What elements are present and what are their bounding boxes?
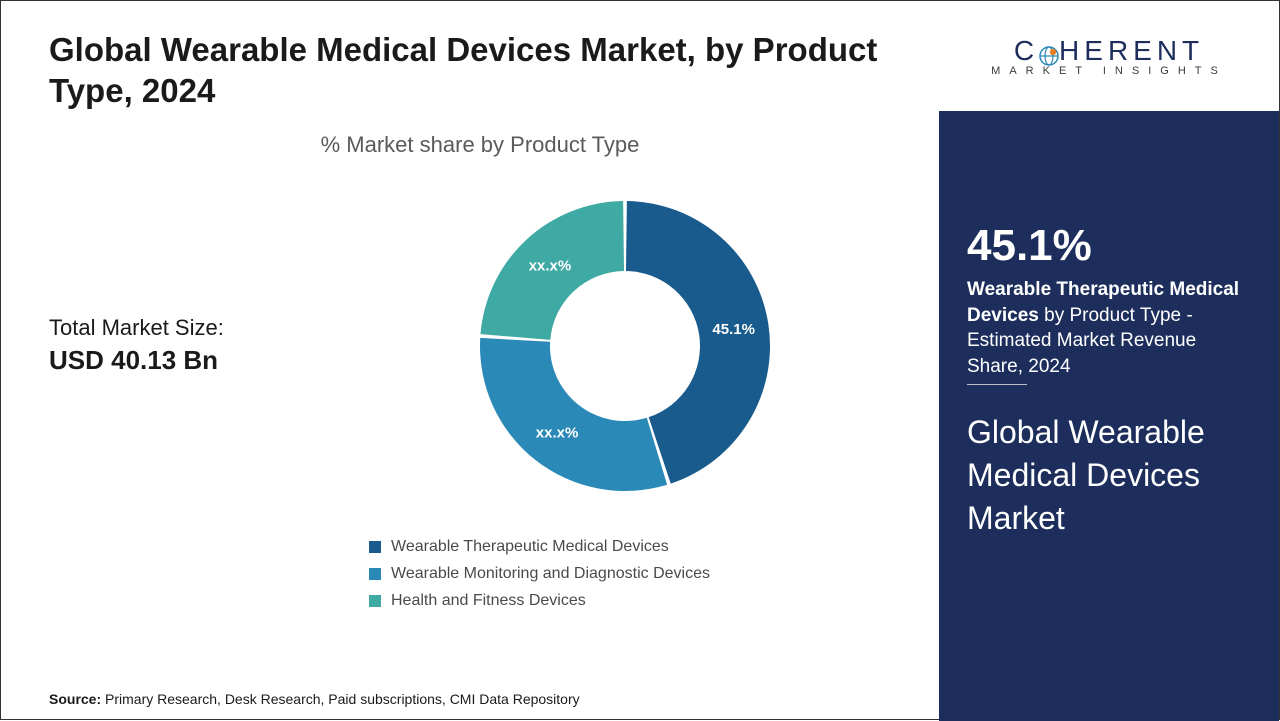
brand-logo: C HERENT MARKET INSIGHTS: [991, 35, 1227, 77]
source-prefix: Source:: [49, 691, 101, 707]
legend-label: Health and Fitness Devices: [391, 592, 586, 610]
legend-item: Health and Fitness Devices: [369, 592, 911, 610]
chart-subtitle: % Market share by Product Type: [49, 132, 911, 158]
right-column: C HERENT MARKET INSIGHTS 45.1% Wearable T…: [939, 1, 1279, 721]
market-size-value: USD 40.13 Bn: [49, 345, 329, 376]
chart-row: Total Market Size: USD 40.13 Bn 45.1% xx.…: [49, 166, 911, 526]
logo-globe-icon: [1039, 41, 1059, 61]
donut-svg: 45.1% xx.x% xx.x%: [455, 176, 795, 516]
logo-wordmark: C HERENT: [991, 35, 1227, 67]
main-content: Global Wearable Medical Devices Market, …: [1, 1, 941, 721]
legend-swatch: [369, 595, 381, 607]
donut-slice-label: xx.x%: [536, 424, 579, 441]
highlight-panel: 45.1% Wearable Therapeutic Medical Devic…: [939, 111, 1279, 721]
legend-label: Wearable Monitoring and Diagnostic Devic…: [391, 565, 710, 583]
panel-description: Wearable Therapeutic Medical Devices by …: [967, 277, 1251, 380]
logo-text-post: HERENT: [1059, 35, 1204, 66]
legend-label: Wearable Therapeutic Medical Devices: [391, 538, 669, 556]
source-line: Source: Primary Research, Desk Research,…: [49, 691, 580, 707]
panel-title: Global Wearable Medical Devices Market: [967, 411, 1251, 541]
market-size-label: Total Market Size:: [49, 315, 329, 341]
panel-divider: [967, 384, 1027, 385]
panel-percentage: 45.1%: [967, 221, 1251, 271]
legend-item: Wearable Therapeutic Medical Devices: [369, 538, 911, 556]
logo-tagline: MARKET INSIGHTS: [991, 65, 1227, 77]
legend-item: Wearable Monitoring and Diagnostic Devic…: [369, 565, 911, 583]
market-size-block: Total Market Size: USD 40.13 Bn: [49, 315, 339, 376]
legend-swatch: [369, 541, 381, 553]
legend-swatch: [369, 568, 381, 580]
page-title: Global Wearable Medical Devices Market, …: [49, 29, 911, 112]
donut-slice-label: xx.x%: [529, 257, 572, 274]
logo-text-pre: C: [1014, 35, 1039, 66]
donut-chart: 45.1% xx.x% xx.x%: [339, 176, 911, 516]
donut-slice-label: 45.1%: [712, 321, 755, 338]
donut-slice: [480, 337, 667, 490]
source-text: Primary Research, Desk Research, Paid su…: [105, 691, 580, 707]
logo-container: C HERENT MARKET INSIGHTS: [939, 1, 1279, 111]
chart-legend: Wearable Therapeutic Medical Devices Wear…: [369, 538, 911, 610]
